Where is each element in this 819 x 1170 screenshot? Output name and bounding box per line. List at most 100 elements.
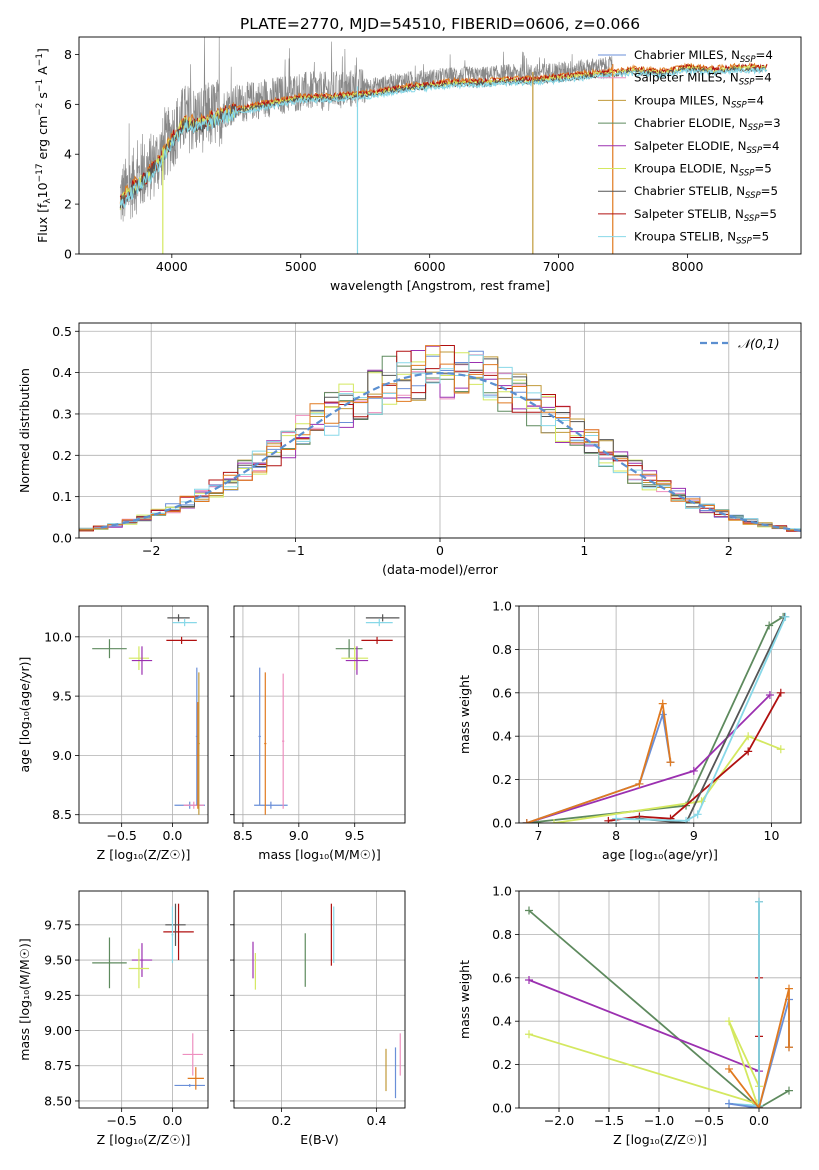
chart-mass_vs_Z: −0.5 0.0 8.50 8.75 9.00 9.25 9.50 9.75 Z [log₁₀(… xyxy=(17,890,209,1147)
weight-marker xyxy=(525,975,533,984)
histogram-step xyxy=(79,354,801,530)
y-tick-label: 9.0 xyxy=(52,748,72,763)
y-tick-label: 0.0 xyxy=(52,531,72,546)
y-tick-label: 0.6 xyxy=(492,970,512,985)
plot-area xyxy=(79,323,801,538)
weight-marker xyxy=(785,984,793,993)
y-tick-label: 0.2 xyxy=(492,1057,512,1072)
x-tick-label: 5000 xyxy=(285,259,317,274)
x-tick-label: 0.4 xyxy=(367,1113,387,1128)
weight-marker xyxy=(785,1043,793,1052)
weight-marker xyxy=(522,819,531,823)
x-tick-label: −2.0 xyxy=(544,1113,574,1128)
errorbar-point xyxy=(183,801,204,809)
plot-area xyxy=(519,891,801,1108)
weight-marker xyxy=(525,1030,533,1039)
x-tick-label: 9.0 xyxy=(289,828,309,843)
axes-frame xyxy=(78,36,802,255)
weight-series xyxy=(525,1017,763,1108)
weight-marker xyxy=(776,688,785,697)
weight-marker xyxy=(744,732,753,741)
y-tick-label: 8.5 xyxy=(52,807,72,822)
weight-marker xyxy=(725,1099,733,1108)
chart-age_vs_Z: −0.5 0.0 8.5 9.0 9.5 10.0 Z [log₁₀(Z/Z☉)] age [… xyxy=(17,605,209,862)
weight-marker xyxy=(658,699,667,708)
axes-frame xyxy=(518,605,802,824)
legend-entry: Chabrier ELODIE, NSSP=3 xyxy=(634,116,781,133)
plot-area xyxy=(79,891,208,1108)
y-tick-label: 0.3 xyxy=(52,406,72,421)
errorbar-point xyxy=(131,646,153,675)
x-tick-label: −0.5 xyxy=(694,1113,724,1128)
weight-marker xyxy=(755,897,763,906)
x-axis-label: age [log₁₀(age/yr)] xyxy=(602,847,718,862)
chart-weight_vs_age: 7 8 9 10 0.0 0.2 0.4 0.6 0.8 1.0 age [log₁₀(age/yr… xyxy=(457,599,802,862)
y-tick-label: 0.4 xyxy=(492,729,512,744)
y-tick-label: 8.50 xyxy=(44,1093,72,1108)
x-tick-label: −1.0 xyxy=(644,1113,674,1128)
axes-frame xyxy=(518,890,802,1109)
axes-frame xyxy=(78,605,209,824)
weight-line xyxy=(728,988,790,1108)
x-tick-label: −0.5 xyxy=(106,1113,136,1128)
x-tick-label: 6000 xyxy=(414,259,446,274)
y-tick-label: 9.25 xyxy=(44,988,72,1003)
axes-frame xyxy=(233,605,406,824)
legend-entry: Kroupa STELIB, NSSP=5 xyxy=(634,230,769,247)
x-tick-label: 0.2 xyxy=(272,1113,292,1128)
x-tick-label: −1 xyxy=(286,543,304,558)
y-tick-label: 0.8 xyxy=(492,927,512,942)
errorbar-point xyxy=(128,948,150,989)
weight-marker xyxy=(604,816,613,823)
chart-mass_vs_ebv: 0.2 0.4 E(B-V) xyxy=(230,890,406,1147)
weight-marker xyxy=(682,816,691,823)
weight-line xyxy=(528,1020,760,1106)
x-tick-label: 1 xyxy=(580,543,588,558)
errorbar-point xyxy=(182,1033,203,1076)
weight-line xyxy=(528,909,790,1108)
y-tick-label: 9.00 xyxy=(44,1023,72,1038)
chart-weight_vs_Z: −2.0 −1.5 −1.0 −0.5 0.0 0.0 0.2 0.4 0.6 0.8 1.0 Z [… xyxy=(457,884,802,1147)
errorbar-point xyxy=(196,702,199,809)
weight-marker xyxy=(744,747,753,756)
weight-line xyxy=(526,703,672,823)
plot-area xyxy=(119,37,768,254)
y-tick-label: 10.0 xyxy=(44,629,72,644)
weight-marker xyxy=(776,745,785,754)
x-tick-label: −1.5 xyxy=(594,1113,624,1128)
x-tick-label: −0.5 xyxy=(106,828,136,843)
figure-title: PLATE=2770, MJD=54510, FIBERID=0606, z=0… xyxy=(240,15,640,33)
histogram-step xyxy=(79,345,801,531)
legend-entry: Kroupa MILES, NSSP=4 xyxy=(634,93,764,110)
weight-marker xyxy=(765,690,774,699)
y-tick-label: 9.50 xyxy=(44,953,72,968)
errorbar-point xyxy=(341,646,369,671)
weight-series xyxy=(522,612,788,823)
weight-marker xyxy=(525,906,533,915)
weight-series xyxy=(612,612,790,823)
x-tick-label: 7000 xyxy=(543,259,575,274)
y-tick-label: 0.1 xyxy=(52,489,72,504)
y-tick-label: 4 xyxy=(64,147,72,162)
x-axis-label: Z [log₁₀(Z/Z☉)] xyxy=(97,1132,191,1147)
y-tick-label: 0.4 xyxy=(52,365,72,380)
x-tick-label: 7 xyxy=(534,828,542,843)
x-axis-label: mass [log₁₀(M/M☉)] xyxy=(258,847,380,862)
errorbar-point xyxy=(187,1067,204,1090)
legend-entry: Kroupa ELODIE, NSSP=5 xyxy=(634,162,772,179)
chart-residuals: −2 −1 0 1 2 0.0 0.1 0.2 0.3 0.4 0.5 (data-model)/er… xyxy=(17,322,802,577)
errorbar-point xyxy=(92,937,127,989)
x-tick-label: 2 xyxy=(725,543,733,558)
weight-marker xyxy=(725,1017,733,1026)
errorbar-point xyxy=(165,903,186,946)
gaussian-curve xyxy=(100,371,801,532)
x-axis-label: E(B-V) xyxy=(300,1132,339,1147)
x-axis-label: Z [log₁₀(Z/Z☉)] xyxy=(613,1132,707,1147)
errorbar-point xyxy=(171,906,174,963)
y-tick-label: 0.4 xyxy=(492,1014,512,1029)
weight-series xyxy=(522,699,675,823)
y-tick-label: 0 xyxy=(64,247,72,262)
weight-marker xyxy=(765,621,774,630)
y-axis-label: age [log₁₀(age/yr)] xyxy=(17,657,32,773)
